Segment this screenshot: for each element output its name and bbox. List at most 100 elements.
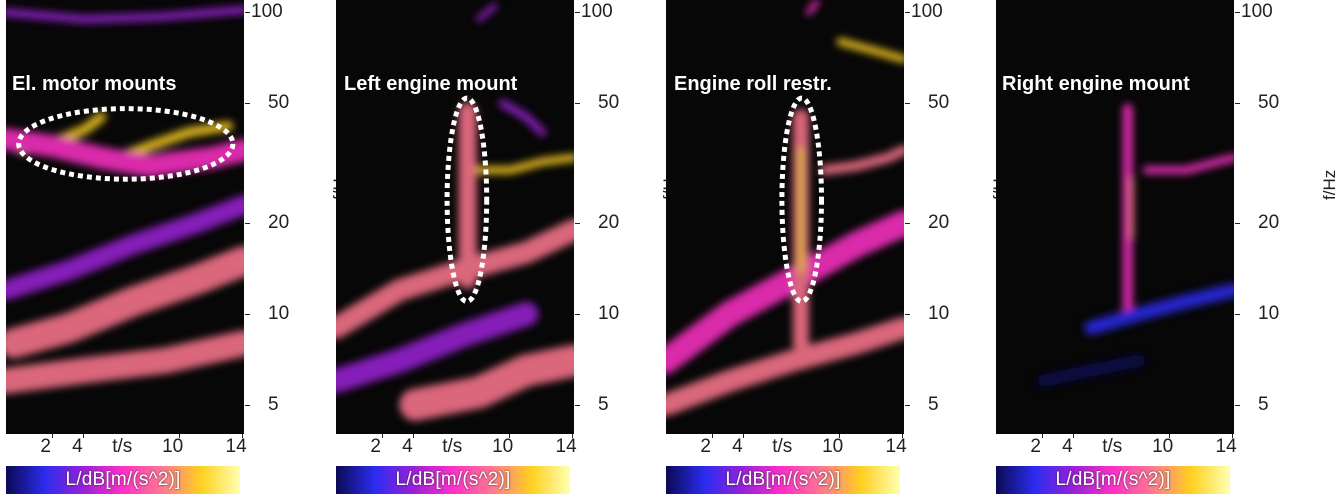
annotation-ellipse	[779, 95, 824, 304]
annotation-ellipse	[16, 106, 236, 182]
y-tick-mark	[575, 223, 580, 225]
y-tick-label: 100	[1241, 1, 1273, 23]
panel-title: Left engine mount	[344, 73, 518, 95]
x-tick-label: 14	[555, 436, 577, 457]
x-tick-mark	[838, 434, 840, 438]
x-tick-mark	[178, 434, 180, 438]
spectrogram-svg	[666, 0, 904, 416]
x-tick-mark	[743, 434, 745, 438]
colorbar-label: L/dB[m/(s^2)]	[1055, 469, 1171, 490]
y-tick-label: 10	[598, 303, 620, 324]
x-tick-mark	[1168, 434, 1170, 438]
colorbar-label: L/dB[m/(s^2)]	[395, 469, 511, 490]
x-tick-mark	[413, 434, 415, 438]
energy-band	[336, 302, 539, 393]
x-tick-mark	[572, 434, 574, 438]
energy-band	[836, 37, 904, 64]
y-tick-label: 10	[268, 303, 290, 324]
x-tick-label: 4	[1062, 436, 1073, 457]
energy-band	[6, 330, 244, 394]
x-axis-label: t/s	[442, 436, 463, 457]
x-tick-mark	[1041, 434, 1043, 438]
y-tick-mark	[905, 103, 910, 105]
energy-band	[474, 153, 574, 175]
x-tick-label: 14	[885, 436, 907, 457]
y-tick-label: 5	[928, 393, 939, 415]
energy-band	[819, 145, 904, 176]
y-tick-mark	[1235, 314, 1240, 315]
x-tick-label: 14	[225, 436, 247, 457]
spectrogram-svg	[6, 5, 244, 394]
y-tick-label: 100	[251, 1, 283, 23]
y-tick-label: 50	[928, 92, 950, 114]
y-tick-label: 50	[268, 92, 290, 114]
y-tick-mark	[575, 404, 580, 406]
x-tick-mark	[51, 434, 53, 438]
y-tick-mark	[1235, 404, 1240, 406]
energy-band	[498, 99, 547, 137]
spectrogram-plot	[6, 0, 244, 434]
x-tick-label: 10	[162, 436, 184, 457]
energy-band	[1142, 153, 1234, 175]
x-tick-label: 2	[1030, 436, 1042, 457]
spectrogram-plot	[666, 0, 904, 434]
panel-title: Right engine mount	[1002, 73, 1190, 95]
x-tick-mark	[381, 434, 383, 438]
x-tick-label: 4	[732, 436, 743, 457]
y-tick-mark	[905, 404, 910, 406]
energy-band	[1037, 354, 1145, 387]
energy-band	[805, 0, 820, 16]
energy-band	[1084, 283, 1234, 335]
y-tick-label: 10	[1258, 303, 1280, 324]
y-tick-label: 5	[598, 393, 609, 415]
x-tick-label: 14	[1215, 436, 1237, 457]
y-tick-mark	[905, 12, 910, 14]
x-tick-label: 4	[402, 436, 413, 457]
x-tick-label: 10	[492, 436, 514, 457]
x-tick-label: 2	[700, 436, 712, 457]
x-tick-label: 2	[40, 436, 52, 457]
colorbar: L/dB[m/(s^2)]	[336, 466, 570, 494]
y-tick-label: 100	[581, 1, 613, 23]
y-tick-mark	[245, 223, 250, 225]
colorbar-label: L/dB[m/(s^2)]	[725, 469, 841, 490]
spectrogram-plot	[336, 0, 574, 434]
y-tick-label: 10	[928, 303, 950, 324]
x-tick-label: 10	[1152, 436, 1174, 457]
y-tick-label: 5	[1258, 393, 1269, 415]
x-tick-label: 4	[72, 436, 83, 457]
y-tick-label: 20	[1258, 212, 1280, 234]
y-tick-mark	[1235, 103, 1240, 105]
colorbar: L/dB[m/(s^2)]	[666, 466, 900, 494]
y-axis-label: f/Hz	[1320, 169, 1339, 200]
x-axis-label: t/s	[772, 436, 793, 457]
x-tick-mark	[1073, 434, 1075, 438]
energy-band	[6, 128, 244, 178]
x-tick-label: 2	[370, 436, 382, 457]
spectrogram-energy	[6, 5, 244, 394]
y-tick-mark	[245, 314, 250, 315]
y-tick-mark	[575, 314, 580, 315]
spectrogram-energy	[666, 0, 904, 416]
y-tick-mark	[1235, 12, 1240, 14]
energy-band	[6, 245, 244, 359]
spectrogram-plot	[996, 0, 1234, 434]
energy-band	[666, 316, 904, 416]
y-tick-mark	[1235, 223, 1240, 225]
y-tick-mark	[575, 103, 580, 105]
y-tick-label: 20	[928, 212, 950, 234]
colorbar: L/dB[m/(s^2)]	[996, 466, 1230, 494]
y-tick-label: 50	[598, 92, 620, 114]
y-tick-mark	[905, 223, 910, 225]
spectrogram-energy	[1037, 103, 1234, 387]
colorbar-label: L/dB[m/(s^2)]	[65, 469, 181, 490]
energy-band	[399, 344, 574, 421]
y-tick-label: 5	[268, 393, 279, 415]
spectrogram-svg	[1037, 103, 1234, 387]
y-tick-mark	[575, 12, 580, 14]
x-tick-mark	[1232, 434, 1234, 438]
y-tick-mark	[245, 12, 250, 14]
annotation-ellipse	[444, 95, 490, 304]
y-tick-label: 20	[268, 212, 290, 234]
spectrogram-svg	[336, 3, 574, 421]
